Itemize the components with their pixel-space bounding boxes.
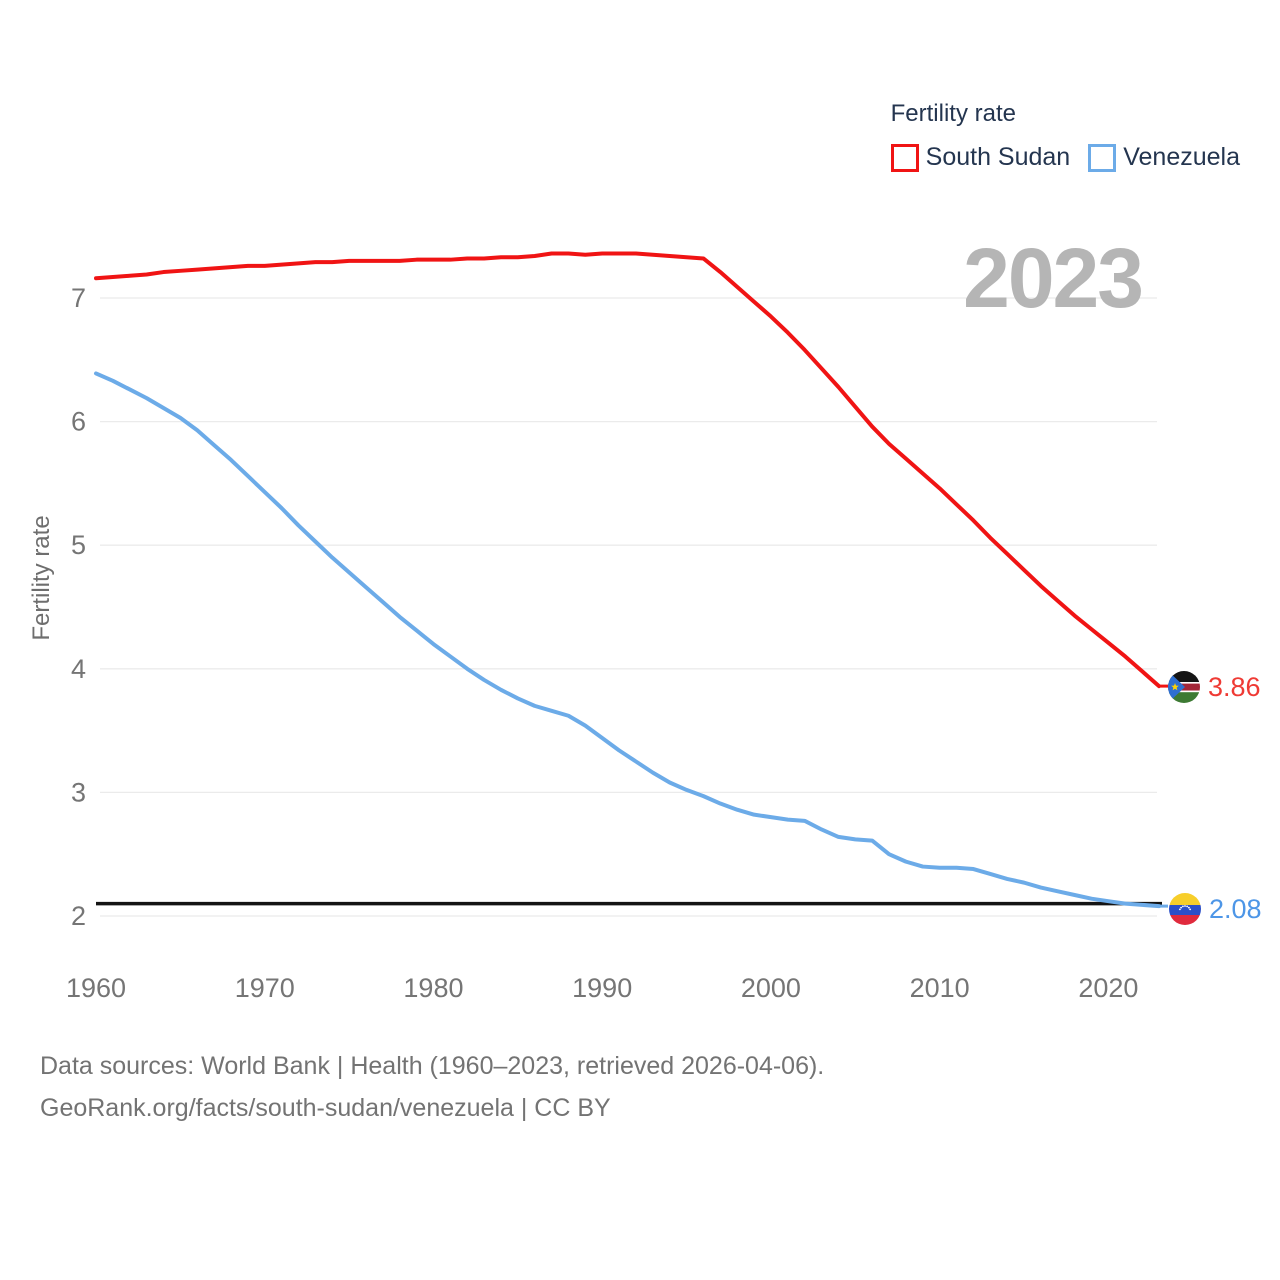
svg-text:5: 5 <box>71 530 86 560</box>
svg-text:1960: 1960 <box>66 973 126 1003</box>
venezuela-flag-icon <box>1169 893 1201 925</box>
svg-text:6: 6 <box>71 407 86 437</box>
south-sudan-swatch-icon <box>890 143 919 172</box>
fertility-rate-chart: 7 6 5 4 3 2 1960 1970 1980 1990 2000 2010 2020 2023 <box>66 231 1168 1003</box>
svg-text:3: 3 <box>71 777 86 807</box>
data-source-line2: GeoRank.org/facts/south-sudan/venezuela … <box>40 1094 611 1122</box>
x-axis-tick-labels: 1960 1970 1980 1990 2000 2010 2020 <box>66 973 1138 1003</box>
south-sudan-end-value: 3.86 <box>1208 671 1261 702</box>
legend-label-south-sudan: South Sudan <box>925 143 1071 171</box>
venezuela-swatch-icon <box>1088 143 1117 172</box>
svg-text:4: 4 <box>71 654 86 684</box>
y-axis-tick-labels: 7 6 5 4 3 2 <box>71 283 86 931</box>
south-sudan-flag-icon <box>1168 671 1200 703</box>
legend-label-venezuela: Venezuela <box>1123 143 1240 171</box>
svg-text:2020: 2020 <box>1078 973 1138 1003</box>
year-watermark: 2023 <box>963 231 1142 325</box>
legend-items: South Sudan Venezuela <box>890 143 1240 172</box>
svg-text:1990: 1990 <box>572 973 632 1003</box>
data-source-line1: Data sources: World Bank | Health (1960–… <box>40 1052 825 1080</box>
data-source-note: Data sources: World Bank | Health (1960–… <box>40 1045 824 1129</box>
legend-item-south-sudan: South Sudan <box>890 143 1071 172</box>
svg-text:7: 7 <box>71 283 86 313</box>
svg-text:1980: 1980 <box>403 973 463 1003</box>
venezuela-end-label: 2.08 <box>1169 893 1262 925</box>
svg-text:2000: 2000 <box>741 973 801 1003</box>
legend: Fertility rate South Sudan Venezuela <box>890 100 1240 172</box>
legend-item-venezuela: Venezuela <box>1088 143 1240 172</box>
series-lines <box>94 251 1168 909</box>
venezuela-end-value: 2.08 <box>1209 893 1262 924</box>
y-axis-title: Fertility rate <box>28 515 55 641</box>
svg-text:2: 2 <box>71 901 86 931</box>
svg-text:2010: 2010 <box>910 973 970 1003</box>
legend-title: Fertility rate <box>890 100 1016 127</box>
svg-text:1970: 1970 <box>235 973 295 1003</box>
gridlines <box>100 297 1157 917</box>
south-sudan-end-label: 3.86 <box>1168 671 1261 703</box>
